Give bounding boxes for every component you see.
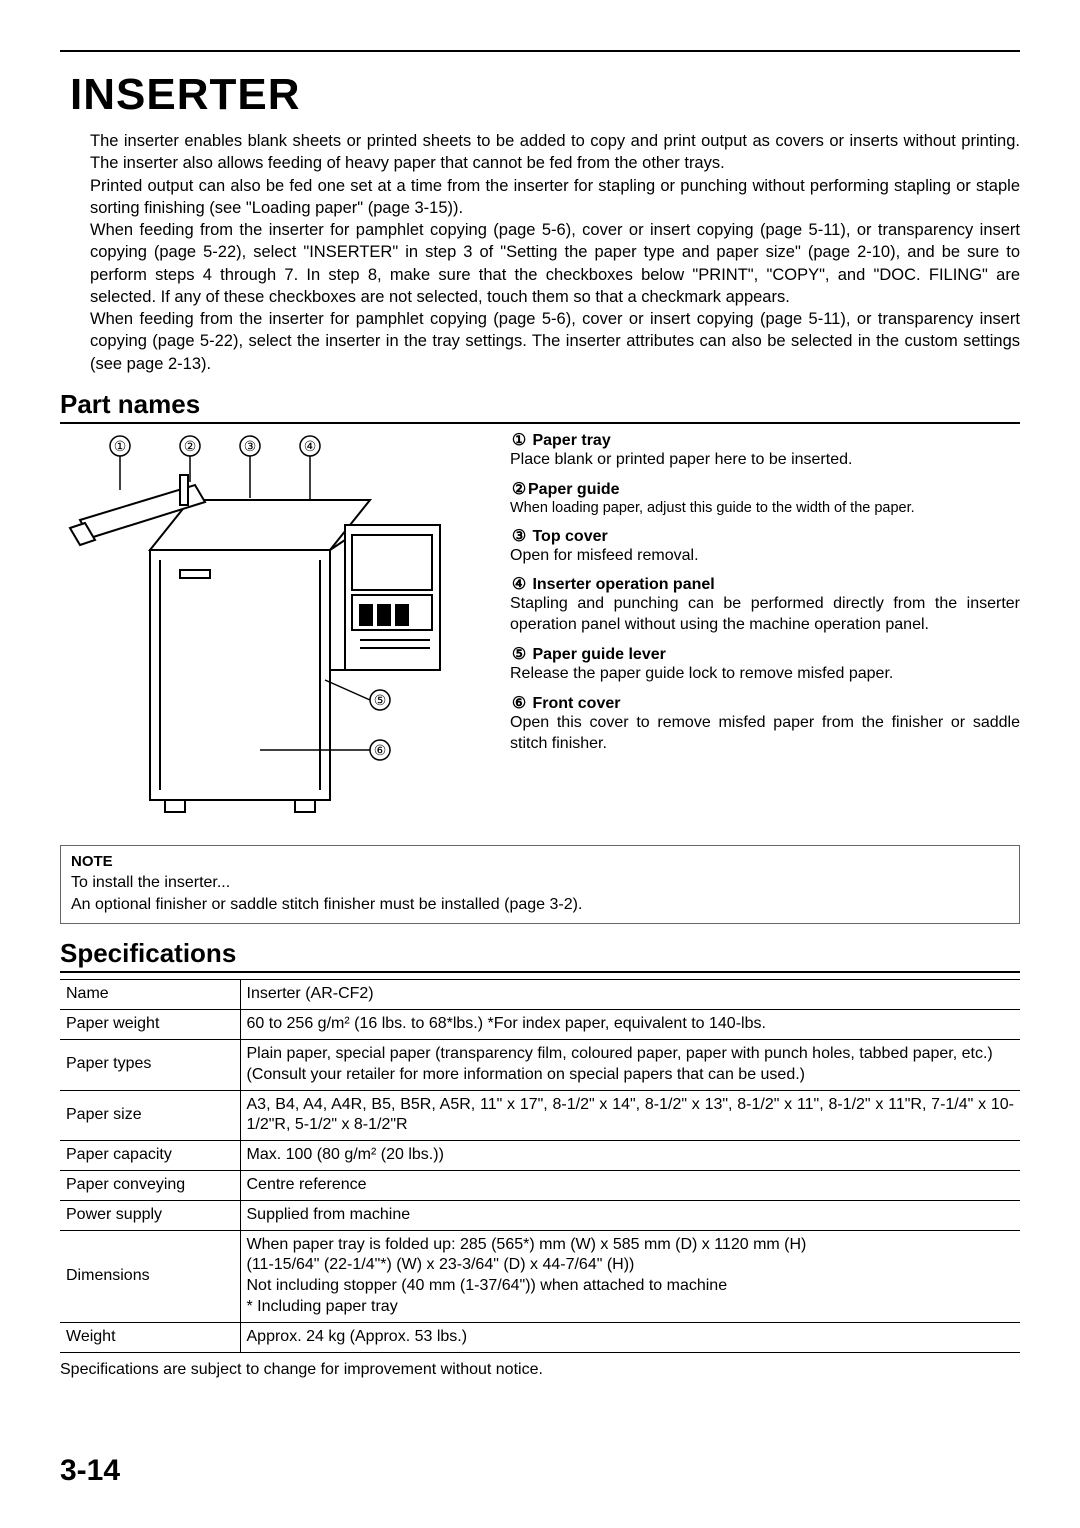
callout-2-label: ② [184, 438, 197, 454]
part-1: ① Paper tray Place blank or printed pape… [510, 430, 1020, 471]
callout-3-label: ③ [244, 438, 257, 454]
part-6-num: ⑥ [510, 693, 528, 713]
callout-1-label: ① [114, 438, 127, 454]
part-1-num: ① [510, 430, 528, 450]
diagram-column: ① ② ③ ④ [60, 430, 480, 835]
note-line-2: An optional finisher or saddle stitch fi… [71, 894, 1009, 916]
table-row: Paper conveyingCentre reference [60, 1170, 1020, 1200]
table-row: Paper sizeA3, B4, A4, A4R, B5, B5R, A5R,… [60, 1090, 1020, 1141]
spec-k-1: Paper weight [60, 1010, 240, 1040]
callout-6-label: ⑥ [374, 742, 387, 758]
intro-p2: Printed output can also be fed one set a… [90, 175, 1020, 220]
section-specifications: Specifications [60, 938, 1020, 973]
part-5-num: ⑤ [510, 644, 528, 664]
part-4-num: ④ [510, 574, 528, 594]
table-row: Power supplySupplied from machine [60, 1200, 1020, 1230]
note-box: NOTE To install the inserter... An optio… [60, 845, 1020, 924]
note-line-1: To install the inserter... [71, 872, 1009, 894]
spec-v-6: Supplied from machine [240, 1200, 1020, 1230]
part-3-desc: Open for misfeed removal. [510, 546, 1020, 567]
spec-k-4: Paper capacity [60, 1141, 240, 1171]
spec-v-2: Plain paper, special paper (transparency… [240, 1039, 1020, 1090]
part-2-desc: When loading paper, adjust this guide to… [510, 499, 1020, 518]
table-row: NameInserter (AR-CF2) [60, 980, 1020, 1010]
part-4-desc: Stapling and punching can be performed d… [510, 594, 1020, 636]
page-title: INSERTER [70, 70, 1020, 120]
spec-footnote: Specifications are subject to change for… [60, 1361, 1020, 1379]
spec-v-4: Max. 100 (80 g/m² (20 lbs.)) [240, 1141, 1020, 1171]
table-row: DimensionsWhen paper tray is folded up: … [60, 1230, 1020, 1322]
part-4: ④ Inserter operation panel Stapling and … [510, 574, 1020, 636]
spec-table: NameInserter (AR-CF2) Paper weight60 to … [60, 979, 1020, 1352]
part-6-name: Front cover [532, 695, 620, 712]
part-4-name: Inserter operation panel [532, 576, 714, 593]
part-2-name: Paper guide [528, 481, 620, 498]
spec-v-0: Inserter (AR-CF2) [240, 980, 1020, 1010]
part-2: ②Paper guide When loading paper, adjust … [510, 479, 1020, 518]
part-3-num: ③ [510, 526, 528, 546]
spec-v-8: Approx. 24 kg (Approx. 53 lbs.) [240, 1322, 1020, 1352]
spec-v-7: When paper tray is folded up: 285 (565*)… [240, 1230, 1020, 1322]
spec-k-7: Dimensions [60, 1230, 240, 1322]
section-part-names: Part names [60, 389, 1020, 424]
part-6-desc: Open this cover to remove misfed paper f… [510, 713, 1020, 755]
intro-p1: The inserter enables blank sheets or pri… [90, 130, 1020, 175]
part-2-num: ② [510, 479, 528, 499]
intro-p4: When feeding from the inserter for pamph… [90, 308, 1020, 375]
callout-5-label: ⑤ [374, 692, 387, 708]
spec-k-3: Paper size [60, 1090, 240, 1141]
intro-block: The inserter enables blank sheets or pri… [90, 130, 1020, 375]
callout-4-label: ④ [304, 438, 317, 454]
table-row: Paper typesPlain paper, special paper (t… [60, 1039, 1020, 1090]
table-row: WeightApprox. 24 kg (Approx. 53 lbs.) [60, 1322, 1020, 1352]
spec-k-5: Paper conveying [60, 1170, 240, 1200]
part-5-name: Paper guide lever [532, 646, 665, 663]
intro-p3: When feeding from the inserter for pamph… [90, 219, 1020, 308]
parts-description-column: ① Paper tray Place blank or printed pape… [510, 430, 1020, 835]
spec-v-1: 60 to 256 g/m² (16 lbs. to 68*lbs.) *For… [240, 1010, 1020, 1040]
note-label: NOTE [71, 852, 1009, 872]
spec-k-2: Paper types [60, 1039, 240, 1090]
spec-k-8: Weight [60, 1322, 240, 1352]
table-row: Paper weight60 to 256 g/m² (16 lbs. to 6… [60, 1010, 1020, 1040]
spec-k-6: Power supply [60, 1200, 240, 1230]
part-5-desc: Release the paper guide lock to remove m… [510, 664, 1020, 685]
part-5: ⑤ Paper guide lever Release the paper gu… [510, 644, 1020, 685]
part-1-desc: Place blank or printed paper here to be … [510, 450, 1020, 471]
page-number: 3-14 [60, 1454, 120, 1488]
spec-v-3: A3, B4, A4, A4R, B5, B5R, A5R, 11" x 17"… [240, 1090, 1020, 1141]
inserter-diagram: ① ② ③ ④ [60, 430, 460, 830]
spec-v-5: Centre reference [240, 1170, 1020, 1200]
part-3-name: Top cover [532, 528, 607, 545]
part-3: ③ Top cover Open for misfeed removal. [510, 526, 1020, 567]
spec-k-0: Name [60, 980, 240, 1010]
part-6: ⑥ Front cover Open this cover to remove … [510, 693, 1020, 755]
top-rule [60, 50, 1020, 52]
part-1-name: Paper tray [532, 432, 610, 449]
parts-layout: ① ② ③ ④ [60, 430, 1020, 835]
table-row: Paper capacityMax. 100 (80 g/m² (20 lbs.… [60, 1141, 1020, 1171]
